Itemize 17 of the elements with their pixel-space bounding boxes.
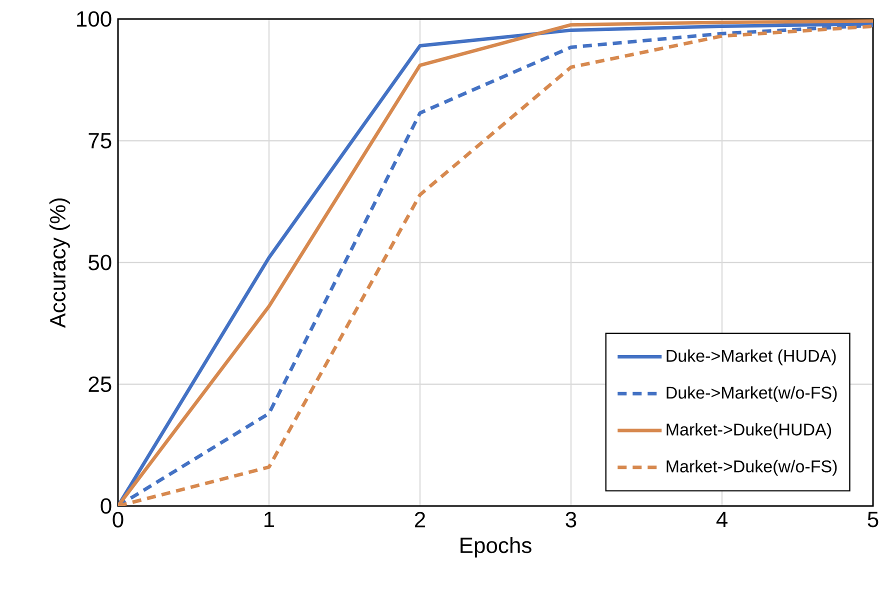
x-axis-title: Epochs (460, 536, 532, 558)
legend-label: Market->Duke(HUDA) (666, 423, 832, 439)
x-tick-label: 4 (716, 512, 728, 527)
x-tick-label: 0 (112, 512, 124, 528)
x-tick-label: 5 (868, 512, 878, 528)
y-tick-label: 50 (88, 254, 112, 270)
x-tick-label: 1 (264, 512, 274, 527)
legend-label: Duke->Market (HUDA) (666, 349, 836, 366)
y-tick-label: 100 (77, 11, 112, 27)
y-tick-label: 75 (88, 133, 112, 148)
x-tick-label: 3 (566, 512, 576, 528)
x-tick-label: 2 (414, 512, 426, 528)
y-axis-title: Accuracy (%) (49, 198, 70, 328)
y-tick-label: 25 (88, 376, 112, 392)
y-tick-label: 0 (100, 498, 112, 514)
legend-label: Market->Duke(w/o-FS) (666, 460, 837, 476)
legend-label: Duke->Market(w/o-FS) (666, 386, 837, 402)
